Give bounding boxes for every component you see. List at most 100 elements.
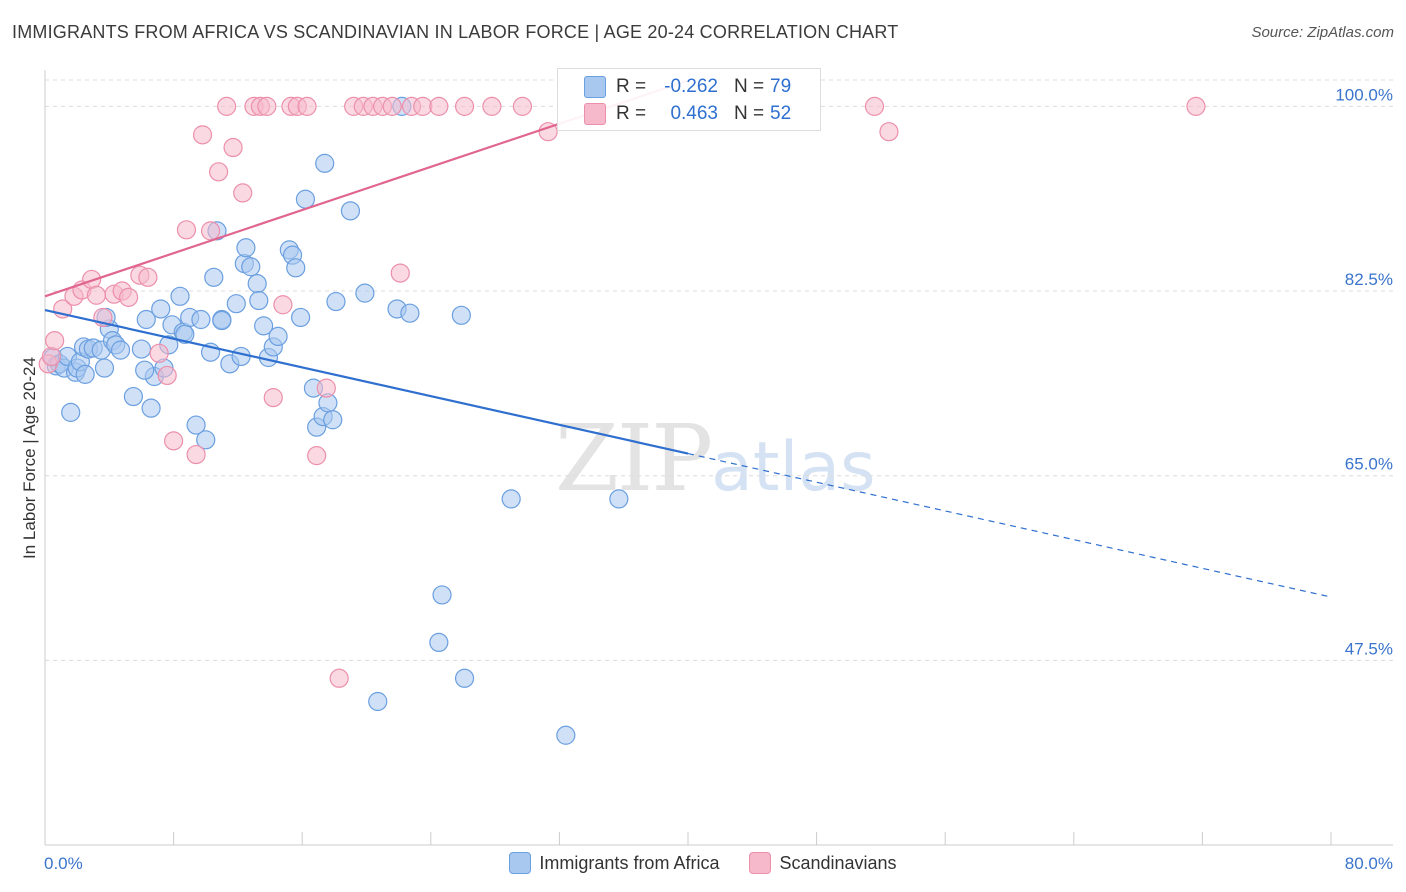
data-point-africa xyxy=(451,305,471,325)
data-point-africa xyxy=(295,189,316,209)
data-point-scandinavian xyxy=(41,346,62,367)
corr-r-label: R = xyxy=(616,76,647,97)
data-point-africa xyxy=(236,238,256,258)
y-tick-label: 82.5% xyxy=(1345,270,1393,289)
data-point-scandinavian xyxy=(217,96,237,116)
data-point-africa xyxy=(247,274,267,294)
data-point-africa xyxy=(131,339,152,359)
data-point-scandinavian xyxy=(482,96,502,116)
data-point-africa xyxy=(340,201,361,221)
data-point-africa xyxy=(75,364,95,384)
data-point-africa xyxy=(231,346,251,367)
y-tick-label: 47.5% xyxy=(1345,639,1393,658)
legend-swatch-pink xyxy=(749,852,772,874)
x-tick-label: 0.0% xyxy=(44,854,83,873)
data-point-scandinavian xyxy=(879,122,899,142)
data-point-scandinavian xyxy=(233,183,253,203)
data-point-scandinavian xyxy=(257,96,277,116)
corr-swatch-pink xyxy=(584,103,606,125)
watermark-atlas: atlas xyxy=(711,428,876,507)
data-point-scandinavian xyxy=(86,285,107,305)
data-point-africa xyxy=(191,309,211,330)
data-point-scandinavian xyxy=(209,162,229,182)
data-point-africa xyxy=(400,303,420,323)
data-point-africa xyxy=(454,668,475,688)
data-point-africa xyxy=(212,310,232,331)
data-point-scandinavian xyxy=(223,137,243,158)
data-point-scandinavian xyxy=(118,287,139,307)
data-point-africa xyxy=(151,299,171,319)
series-legend: Immigrants from Africa Scandinavians xyxy=(0,852,1406,874)
data-point-scandinavian xyxy=(512,96,533,116)
data-point-scandinavian xyxy=(429,96,449,116)
data-point-africa xyxy=(254,316,274,336)
data-point-scandinavian xyxy=(176,220,197,240)
data-point-africa xyxy=(196,430,216,450)
corr-swatch-blue xyxy=(584,76,606,98)
data-point-scandinavian xyxy=(138,267,158,287)
legend-item-scandinavians[interactable]: Scandinavians xyxy=(749,852,897,874)
data-point-scandinavian xyxy=(307,446,327,466)
data-point-africa xyxy=(136,309,156,330)
data-point-africa xyxy=(556,725,576,745)
data-point-scandinavian xyxy=(157,365,177,386)
data-point-scandinavian xyxy=(263,388,283,408)
data-point-africa xyxy=(135,360,155,380)
corr-r-label: R = xyxy=(616,103,647,124)
corr-n-label: N = xyxy=(734,103,765,124)
data-point-scandinavian xyxy=(316,378,336,398)
data-point-scandinavian xyxy=(149,343,169,363)
data-point-scandinavian xyxy=(413,96,433,116)
data-point-africa xyxy=(326,291,346,312)
data-point-africa xyxy=(110,340,131,360)
data-point-africa xyxy=(186,415,206,435)
corr-n-label: N = xyxy=(734,76,765,97)
legend-item-africa[interactable]: Immigrants from Africa xyxy=(509,852,719,874)
data-point-africa xyxy=(609,489,629,509)
data-point-africa xyxy=(432,585,452,605)
data-point-scandinavian xyxy=(186,444,206,465)
source-label: Source: ZipAtlas.com xyxy=(1251,24,1394,41)
data-point-scandinavian xyxy=(45,331,65,351)
data-point-africa xyxy=(290,307,311,328)
data-point-scandinavian xyxy=(297,96,317,116)
chart-title: IMMIGRANTS FROM AFRICA VS SCANDINAVIAN I… xyxy=(12,22,899,42)
data-point-scandinavian xyxy=(273,295,293,315)
y-tick-label: 100.0% xyxy=(1335,85,1393,104)
data-point-africa xyxy=(61,402,81,422)
data-point-africa xyxy=(501,489,521,509)
data-point-scandinavian xyxy=(329,668,349,688)
data-point-scandinavian xyxy=(864,96,885,116)
data-point-scandinavian xyxy=(390,263,410,283)
corr-r-value: 0.463 xyxy=(670,103,718,124)
corr-r-value: -0.262 xyxy=(664,76,718,97)
data-point-africa xyxy=(286,258,306,278)
data-point-scandinavian xyxy=(200,221,221,241)
data-point-africa xyxy=(94,358,115,378)
trend-line-africa xyxy=(44,308,689,455)
data-point-africa xyxy=(241,257,261,277)
data-point-scandinavian xyxy=(454,96,475,116)
legend-swatch-blue xyxy=(509,852,532,874)
data-point-scandinavian xyxy=(1186,96,1206,116)
data-point-africa xyxy=(226,294,246,314)
watermark-zip: ZIP xyxy=(555,405,713,512)
corr-n-value: 79 xyxy=(770,76,792,97)
data-point-scandinavian xyxy=(538,122,558,142)
data-point-africa xyxy=(429,632,449,653)
corr-n-value: 52 xyxy=(770,103,792,124)
data-point-africa xyxy=(170,286,190,306)
data-point-africa xyxy=(204,267,224,287)
data-point-africa xyxy=(249,290,269,311)
watermark: ZIPatlas xyxy=(555,405,876,512)
data-point-scandinavian xyxy=(382,96,402,116)
data-point-africa xyxy=(315,153,335,173)
correlation-legend: R = -0.262 N = 79 R = 0.463 N = 52 xyxy=(557,68,821,131)
data-point-africa xyxy=(355,283,375,303)
data-point-africa xyxy=(141,398,161,418)
x-tick-label: 80.0% xyxy=(1345,854,1393,873)
legend-label: Immigrants from Africa xyxy=(539,852,720,873)
data-point-scandinavian xyxy=(192,125,213,145)
data-point-africa xyxy=(368,691,388,712)
